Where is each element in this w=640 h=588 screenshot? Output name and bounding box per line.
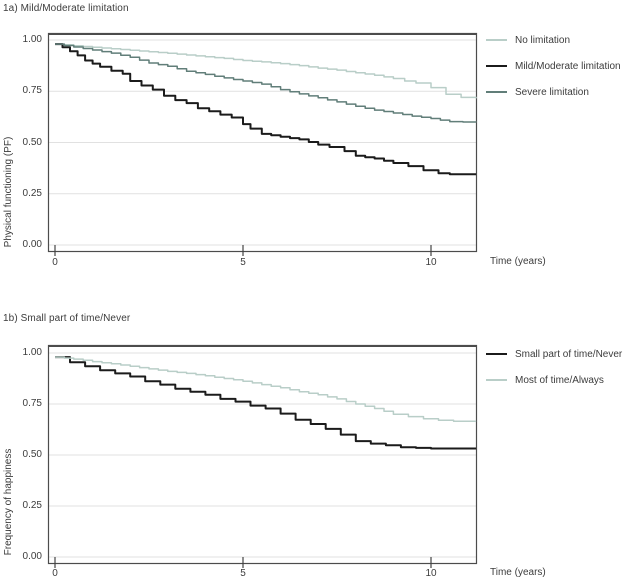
y-tick-label: 0.25 <box>22 187 42 199</box>
x-tick-label: 10 <box>425 257 437 268</box>
series-line <box>55 356 477 450</box>
y-tick-label: 0.50 <box>22 136 42 148</box>
chart-1a-plot-area <box>47 32 478 256</box>
x-tick-label: 5 <box>240 257 246 268</box>
y-tick-label: 0.75 <box>22 398 42 409</box>
chart-1a: 1a) Mild/Moderate limitation Physical fu… <box>3 3 621 268</box>
y-tick-label: 0.50 <box>22 449 42 460</box>
chart-1a-legend: No limitation Mild/Moderate limitation Sev… <box>486 27 621 105</box>
series-line <box>55 43 477 123</box>
x-tick-label: 5 <box>240 568 246 579</box>
series-line <box>55 43 477 99</box>
legend-label: No limitation <box>515 34 571 46</box>
legend-label: Mild/Moderate limitation <box>515 60 621 72</box>
legend-line-swatch <box>486 91 507 93</box>
legend-label: Most of time/Always <box>515 374 604 386</box>
chart-1a-x-axis-label: Time (years) <box>490 256 546 267</box>
legend-item: Most of time/Always <box>486 367 622 393</box>
legend-line-swatch <box>486 379 507 381</box>
chart-1b-title: 1b) Small part of time/Never <box>3 313 131 324</box>
y-tick-label: 1.00 <box>22 34 42 45</box>
legend-line-swatch <box>486 39 507 41</box>
legend-item: No limitation <box>486 27 621 53</box>
legend-item: Small part of time/Never <box>486 341 622 367</box>
x-tick-label: 0 <box>52 257 58 268</box>
legend-label: Small part of time/Never <box>515 348 623 360</box>
chart-1a-title: 1a) Mild/Moderate limitation <box>3 3 129 14</box>
y-tick-label: 0.00 <box>22 551 42 562</box>
y-tick-label: 0.00 <box>22 239 42 250</box>
y-tick-label: 1.00 <box>22 347 42 358</box>
series-line <box>55 356 477 423</box>
chart-1b-x-axis-label: Time (years) <box>490 567 546 578</box>
chart-1b-plot-area <box>47 344 478 568</box>
x-tick-label: 10 <box>425 568 437 579</box>
legend-label: Severe limitation <box>515 86 589 98</box>
legend-line-swatch <box>486 353 507 355</box>
x-tick-label: 0 <box>52 568 58 579</box>
legend-item: Mild/Moderate limitation <box>486 53 621 79</box>
chart-1b-legend: Small part of time/Never Most of time/Alw… <box>486 341 622 393</box>
legend-line-swatch <box>486 65 507 67</box>
y-tick-label: 0.25 <box>22 500 42 511</box>
chart-1b: 1b) Small part of time/Never Frequency o… <box>0 294 640 588</box>
y-tick-label: 0.75 <box>22 85 42 97</box>
legend-item: Severe limitation <box>486 79 621 105</box>
series-line <box>55 43 477 176</box>
